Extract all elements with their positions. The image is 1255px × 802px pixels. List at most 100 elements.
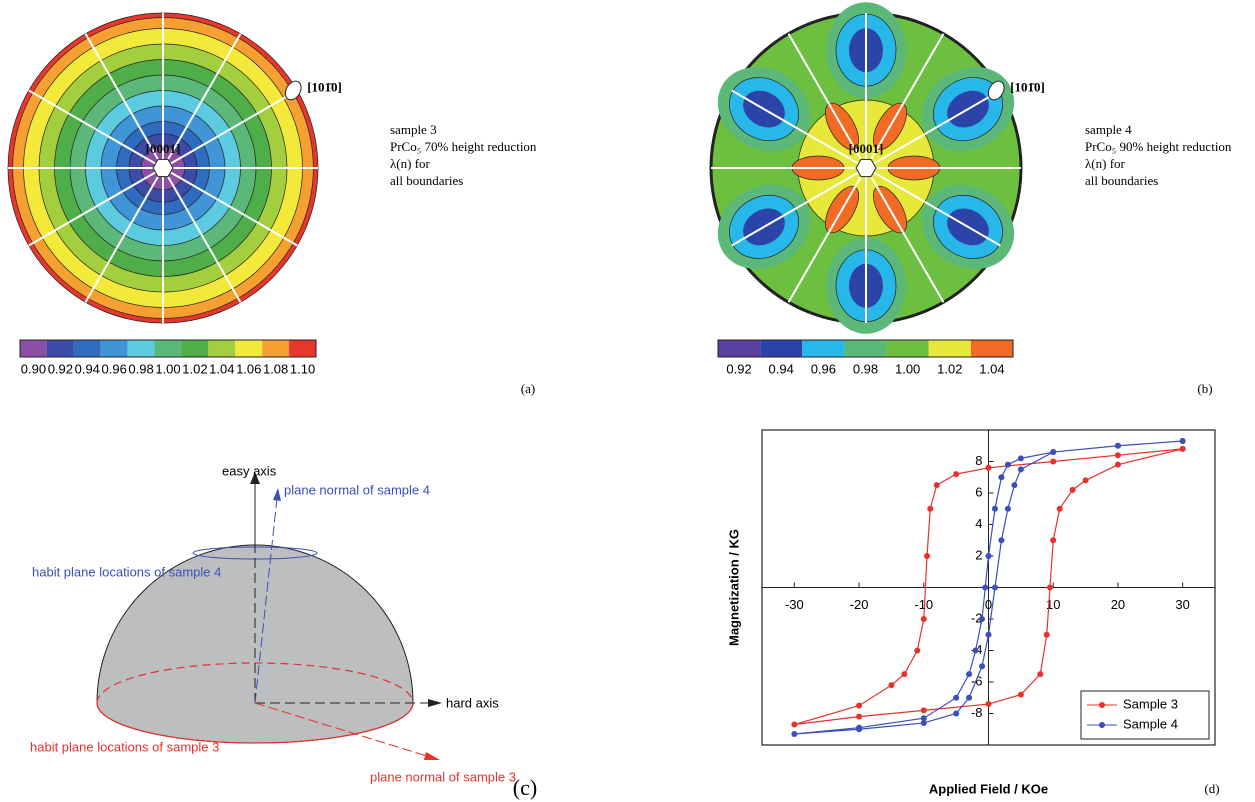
data-point [1114, 461, 1121, 468]
colorbar-label: 0.92 [48, 361, 73, 376]
x-tick-label: 20 [1111, 597, 1125, 612]
colorbar-cell [154, 340, 182, 357]
note: PrCo₅ 70% height reduction [390, 139, 537, 154]
arrowhead [273, 488, 281, 501]
data-point [972, 647, 979, 654]
data-point [1082, 477, 1089, 484]
colorbar-label: 0.92 [726, 361, 751, 376]
legend-label: Sample 3 [1123, 696, 1178, 711]
data-point [927, 505, 934, 512]
legend-swatch [1099, 722, 1105, 728]
data-point [920, 715, 927, 722]
colorbar-label: 1.02 [182, 361, 207, 376]
colorbar-label: 0.98 [853, 361, 878, 376]
legend-label: Sample 4 [1123, 716, 1178, 731]
colorbar-cell [100, 340, 128, 357]
data-point [1043, 631, 1050, 638]
colorbar-label: 0.90 [21, 361, 46, 376]
contour-map [7, 12, 319, 324]
colorbar-cell [760, 340, 803, 357]
data-point [1179, 438, 1186, 445]
data-point [985, 701, 992, 708]
data-point [991, 584, 998, 591]
colorbar-cell [235, 340, 263, 357]
data-point [1114, 442, 1121, 449]
panel-label: (b) [1197, 381, 1212, 396]
y-tick-label: 2 [975, 547, 982, 562]
arrowhead [250, 472, 260, 484]
note: λ(n) for [390, 156, 431, 171]
data-point [924, 553, 931, 559]
arrowhead [428, 699, 442, 707]
colorbar-cell [289, 340, 316, 357]
direction-label: [0001] [146, 141, 181, 156]
pole-marker [987, 80, 1005, 101]
note: all boundaries [1085, 173, 1158, 188]
colorbar-label: 1.02 [937, 361, 962, 376]
colorbar-label: 1.00 [155, 361, 180, 376]
data-point [998, 474, 1005, 481]
hemisphere-diagram: easy axis hard axis plane normal of samp… [30, 463, 537, 800]
data-point [1017, 466, 1024, 473]
data-point [998, 537, 1005, 544]
colorbar-label: 1.08 [263, 361, 288, 376]
colorbar-cell [262, 340, 290, 357]
x-axis-label: Applied Field / KOe [929, 781, 1048, 796]
normal-3-label: plane normal of sample 3 [370, 769, 516, 784]
center-pole [855, 158, 877, 178]
colorbar-cell [208, 340, 236, 357]
pole-marker [284, 80, 302, 101]
y-axis-label: Magnetization / KG [726, 529, 741, 646]
data-point [1046, 584, 1053, 591]
contour-map [709, 2, 1023, 334]
data-point [901, 671, 908, 678]
data-point [979, 616, 986, 622]
note: all boundaries [390, 173, 463, 188]
colorbar-cell [127, 340, 155, 357]
colorbar-label: 0.94 [769, 361, 794, 376]
data-point [933, 482, 940, 489]
colorbar-label: 1.04 [979, 361, 1004, 376]
y-tick-label: -2 [971, 610, 983, 625]
colorbar-label: 1.00 [895, 361, 920, 376]
data-point [982, 584, 989, 591]
data-point [1004, 505, 1011, 512]
y-tick-label: -8 [971, 705, 983, 720]
colorbar-cell [20, 340, 47, 357]
direction-label: [101̄0] [307, 79, 342, 94]
data-point [953, 694, 960, 701]
data-point [856, 702, 863, 709]
data-point [1017, 691, 1024, 698]
y-tick-label: 4 [975, 516, 982, 531]
data-point [1179, 445, 1186, 452]
x-tick-label: -20 [850, 597, 869, 612]
direction-label: [101̄0] [1010, 79, 1045, 94]
data-point [920, 616, 927, 622]
y-tick-label: -6 [971, 673, 983, 688]
colorbar-cell [886, 340, 929, 357]
colorbar-cell [802, 340, 845, 357]
data-point [791, 721, 798, 728]
colorbar-cell [718, 340, 761, 357]
colorbar-label: 1.06 [236, 361, 261, 376]
easy-axis-label: easy axis [222, 463, 277, 478]
arrowhead [424, 752, 440, 760]
data-point [953, 710, 960, 717]
colorbar-label: 1.10 [290, 361, 315, 376]
note: PrCo₅ 90% height reduction [1085, 139, 1232, 154]
y-tick-label: 8 [975, 453, 982, 468]
colorbar-label: 0.96 [811, 361, 836, 376]
legend-box [1080, 690, 1210, 740]
colorbar-cell [181, 340, 209, 357]
data-point [1056, 505, 1063, 512]
data-point [1069, 486, 1076, 493]
base-front [96, 702, 414, 744]
data-point [856, 726, 863, 733]
data-point [1011, 482, 1018, 489]
center-pole [152, 158, 174, 178]
colorbar-frame [717, 339, 1014, 358]
data-point [985, 464, 992, 471]
colorbar-label: 0.94 [75, 361, 100, 376]
data-point [1050, 458, 1057, 465]
